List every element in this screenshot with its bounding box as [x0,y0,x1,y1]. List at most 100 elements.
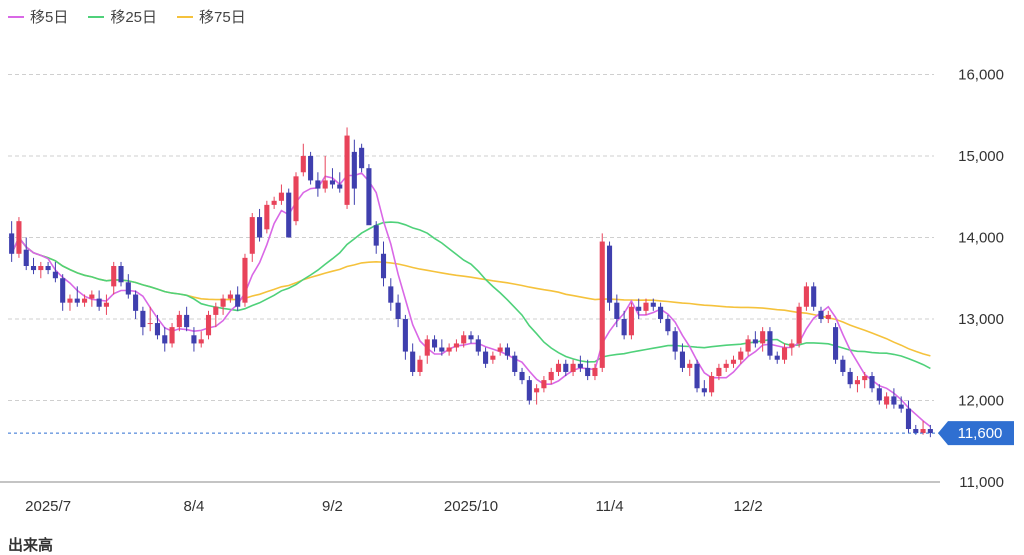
candle-body [526,380,532,401]
candle-body [701,388,707,393]
candle-body [905,408,912,430]
candle-body [847,371,853,385]
candle-body [300,155,306,173]
candle-body [730,359,737,364]
ma-line-25 [10,221,931,370]
candle-body [140,310,146,328]
legend-swatch-ma5 [8,15,24,18]
candle-body [9,233,15,254]
candle-body [803,286,809,307]
candle-body [169,327,175,344]
candle-body [643,302,649,311]
candle-body [249,217,255,254]
candle-body [840,359,846,372]
candle-body [417,359,423,372]
legend-item-ma5[interactable]: 移5日 [8,6,68,27]
candle-body [548,371,554,381]
legend-item-ma25[interactable]: 移25日 [88,6,157,27]
candle-body [854,380,860,385]
candle-body [738,351,744,360]
candle-body [570,363,576,372]
y-tick-label: 16,000 [958,66,1004,83]
legend-label-ma5: 移5日 [30,9,69,26]
candle-body [89,294,95,299]
candle-body [227,294,233,299]
candle-body [23,249,29,266]
candle-body [483,351,489,364]
x-tick-label: 9/2 [322,498,343,515]
last-price-marker: 11,600 [8,421,1014,446]
candle-body [351,151,357,189]
candle-body [679,351,686,368]
candle-body [30,266,37,271]
x-tick-label: 11/4 [595,498,623,515]
candle-body [913,429,919,434]
candle-body [884,396,890,405]
candle-body [774,355,780,360]
candle-body [592,367,598,377]
candle-body [380,253,387,279]
candle-body [60,278,66,303]
candle-body [256,217,263,238]
candle-body [760,331,766,344]
candle-body [205,314,212,336]
candle-body [38,266,44,271]
candle-body [147,323,153,325]
candle-body [709,376,715,393]
legend-item-ma75[interactable]: 移75日 [177,6,246,27]
candle-body [876,388,882,401]
candle-body [162,335,168,344]
candles [9,127,933,438]
candle-body [504,347,511,356]
candle-body [468,335,474,340]
y-tick-label: 13,000 [958,311,1004,328]
candle-body [16,221,22,254]
candle-body [52,271,58,279]
legend-swatch-ma25 [88,15,105,18]
candle-body [184,314,190,328]
x-tick-label: 2025/10 [444,498,498,515]
legend-label-ma25: 移25日 [110,9,158,26]
candle-body [752,339,758,344]
candle-body [359,147,365,169]
candle-body [329,180,336,185]
candle-body [446,347,452,352]
candle-body [293,176,299,222]
candle-body [789,343,795,348]
candle-body [461,335,467,344]
legend-label-ma75: 移75日 [199,9,246,26]
candle-body [264,204,270,230]
candle-body [599,241,605,368]
y-tick-label: 11,000 [959,474,1004,491]
x-tick-label: 8/4 [183,498,204,515]
y-tick-label: 15,000 [958,148,1004,165]
candle-body [82,298,88,303]
candle-body [424,339,430,356]
x-axis: 2025/7 8/4 9/2 2025/10 11/4 12/2 [25,498,763,515]
candle-body [869,376,875,389]
candle-body [286,192,292,238]
y-tick-label: 12,000 [958,392,1004,409]
candle-body [767,331,773,356]
candle-body [920,429,926,434]
candle-body [220,298,226,307]
candle-body [308,155,314,181]
candle-body [833,327,839,360]
candle-body [614,302,620,319]
legend-swatch-ma75 [177,15,194,18]
candle-body [475,339,481,352]
candle-body [198,339,204,344]
candle-body [133,294,139,311]
legend: 移5日 移25日 移75日 [8,6,246,27]
candle-body [658,306,664,319]
candle-body [621,318,627,336]
candle-body [665,318,671,332]
candle-body [541,380,547,389]
candle-body [213,306,219,315]
candle-body [687,363,693,368]
moving-average-lines [10,172,931,428]
candle-body [534,388,540,393]
candle-body [45,266,51,271]
candle-body [388,286,394,303]
